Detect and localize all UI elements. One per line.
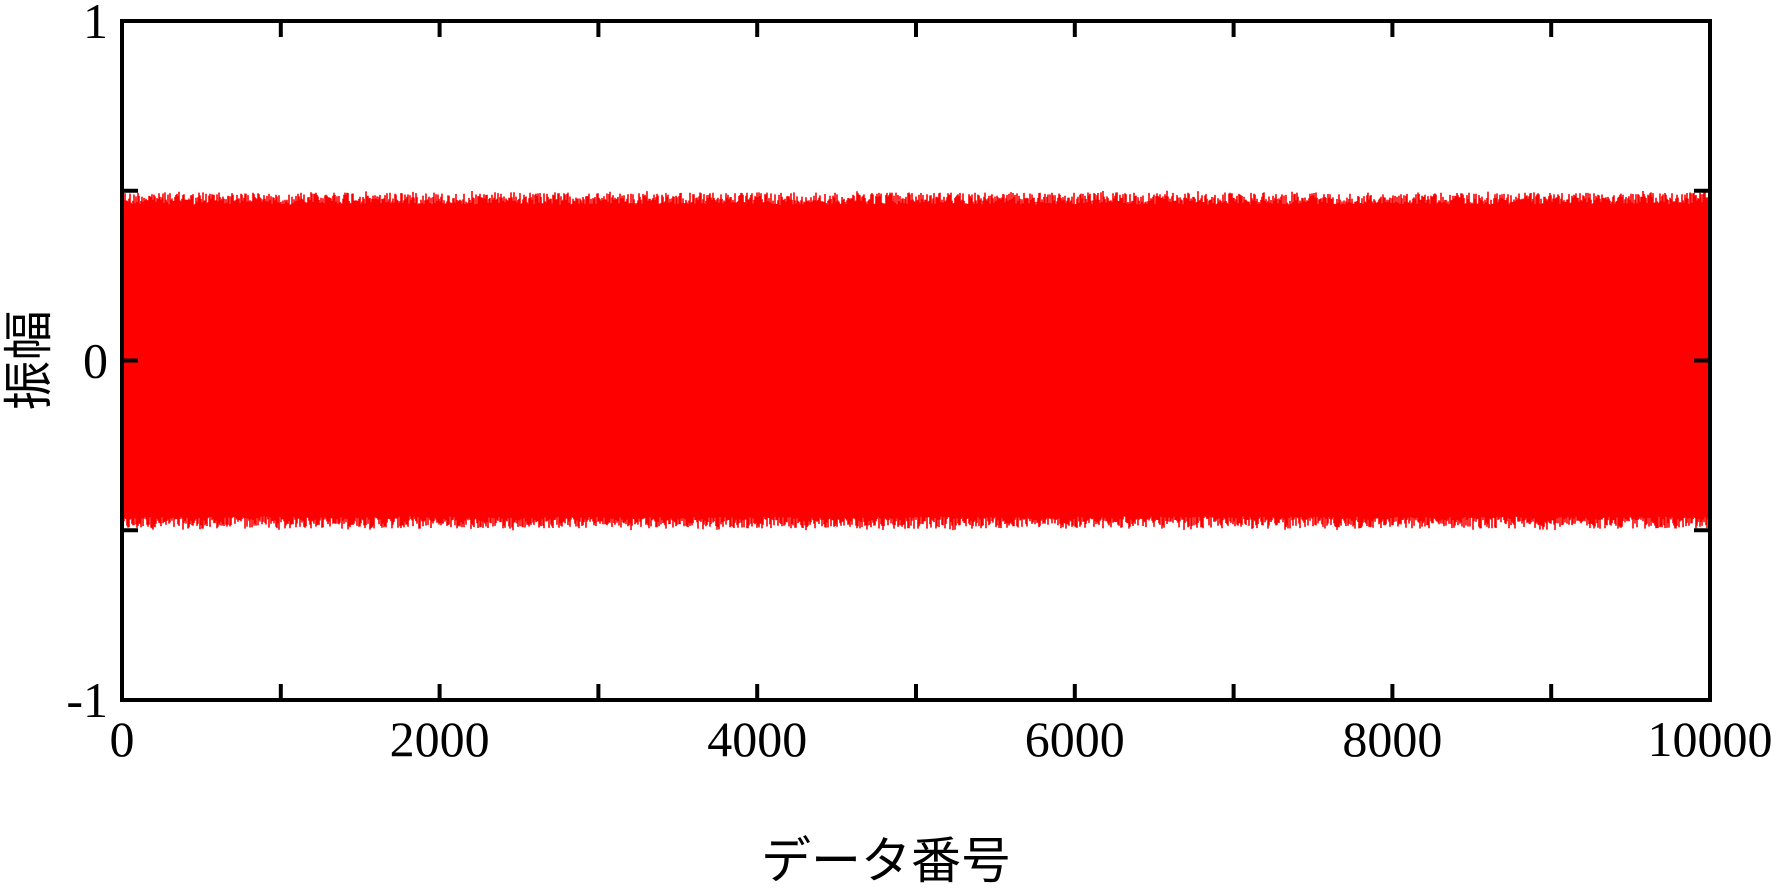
- x-tick-label: 4000: [707, 711, 807, 767]
- y-axis-label: 振幅: [0, 311, 58, 411]
- x-tick-label: 0: [110, 711, 135, 767]
- x-tick-labels: 0 2000 4000 6000 8000 10000: [110, 711, 1773, 767]
- plot-area: [121, 190, 1711, 531]
- x-axis-label: データ番号: [761, 832, 1011, 890]
- x-tick-label: 6000: [1025, 711, 1125, 767]
- y-tick-label: 1: [83, 0, 108, 49]
- x-tick-label: 10000: [1648, 711, 1773, 767]
- y-tick-label: -1: [66, 672, 108, 728]
- x-tick-label: 2000: [390, 711, 490, 767]
- y-tick-label: 0: [83, 333, 108, 389]
- x-tick-label: 8000: [1342, 711, 1442, 767]
- series-signal: [121, 190, 1711, 531]
- series-line: [121, 190, 1711, 531]
- y-tick-labels: -1 0 1: [66, 0, 108, 728]
- axis-ticks: [122, 21, 1710, 700]
